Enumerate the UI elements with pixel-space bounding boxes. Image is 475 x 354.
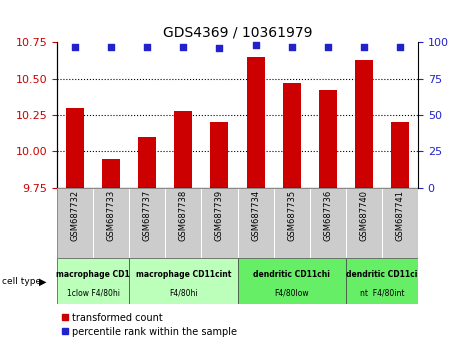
- Bar: [283, 83, 301, 188]
- Text: ▶: ▶: [39, 276, 47, 286]
- Text: GSM687734: GSM687734: [251, 190, 260, 241]
- Title: GDS4369 / 10361979: GDS4369 / 10361979: [163, 26, 312, 40]
- Bar: [355, 60, 373, 188]
- Point: [216, 45, 223, 51]
- Bar: [129, 258, 238, 304]
- Text: GSM687740: GSM687740: [360, 190, 368, 241]
- Text: 1clow F4/80hi: 1clow F4/80hi: [66, 289, 120, 297]
- Bar: [346, 188, 382, 258]
- Bar: [210, 122, 228, 188]
- Bar: [174, 111, 192, 188]
- Bar: [238, 258, 346, 304]
- Text: macrophage CD11cint: macrophage CD11cint: [136, 270, 231, 279]
- Bar: [93, 188, 129, 258]
- Bar: [138, 137, 156, 188]
- Point: [288, 44, 295, 50]
- Legend: transformed count, percentile rank within the sample: transformed count, percentile rank withi…: [62, 313, 237, 337]
- Point: [396, 44, 404, 50]
- Bar: [391, 122, 409, 188]
- Bar: [57, 188, 93, 258]
- Bar: [201, 188, 238, 258]
- Text: dendritic CD11ci: dendritic CD11ci: [346, 270, 418, 279]
- Text: GSM687736: GSM687736: [323, 190, 332, 241]
- Text: dendritic CD11chi: dendritic CD11chi: [253, 270, 330, 279]
- Bar: [57, 258, 129, 304]
- Point: [143, 44, 151, 50]
- Text: GSM687738: GSM687738: [179, 190, 188, 241]
- Bar: [247, 57, 265, 188]
- Text: F4/80low: F4/80low: [275, 289, 309, 297]
- Text: GSM687732: GSM687732: [71, 190, 79, 241]
- Bar: [129, 188, 165, 258]
- Bar: [274, 188, 310, 258]
- Bar: [382, 188, 418, 258]
- Point: [107, 44, 115, 50]
- Point: [71, 44, 79, 50]
- Bar: [346, 258, 418, 304]
- Bar: [310, 188, 346, 258]
- Text: F4/80hi: F4/80hi: [169, 289, 198, 297]
- Text: nt  F4/80int: nt F4/80int: [360, 289, 404, 297]
- Text: cell type: cell type: [2, 277, 41, 286]
- Bar: [238, 188, 274, 258]
- Text: GSM687741: GSM687741: [396, 190, 404, 241]
- Text: GSM687737: GSM687737: [143, 190, 152, 241]
- Point: [252, 42, 259, 48]
- Point: [324, 44, 332, 50]
- Text: GSM687733: GSM687733: [107, 190, 115, 241]
- Bar: [102, 159, 120, 188]
- Text: GSM687735: GSM687735: [287, 190, 296, 241]
- Bar: [165, 188, 201, 258]
- Bar: [66, 108, 84, 188]
- Text: macrophage CD1: macrophage CD1: [56, 270, 130, 279]
- Text: GSM687739: GSM687739: [215, 190, 224, 241]
- Point: [180, 44, 187, 50]
- Bar: [319, 90, 337, 188]
- Point: [360, 44, 368, 50]
